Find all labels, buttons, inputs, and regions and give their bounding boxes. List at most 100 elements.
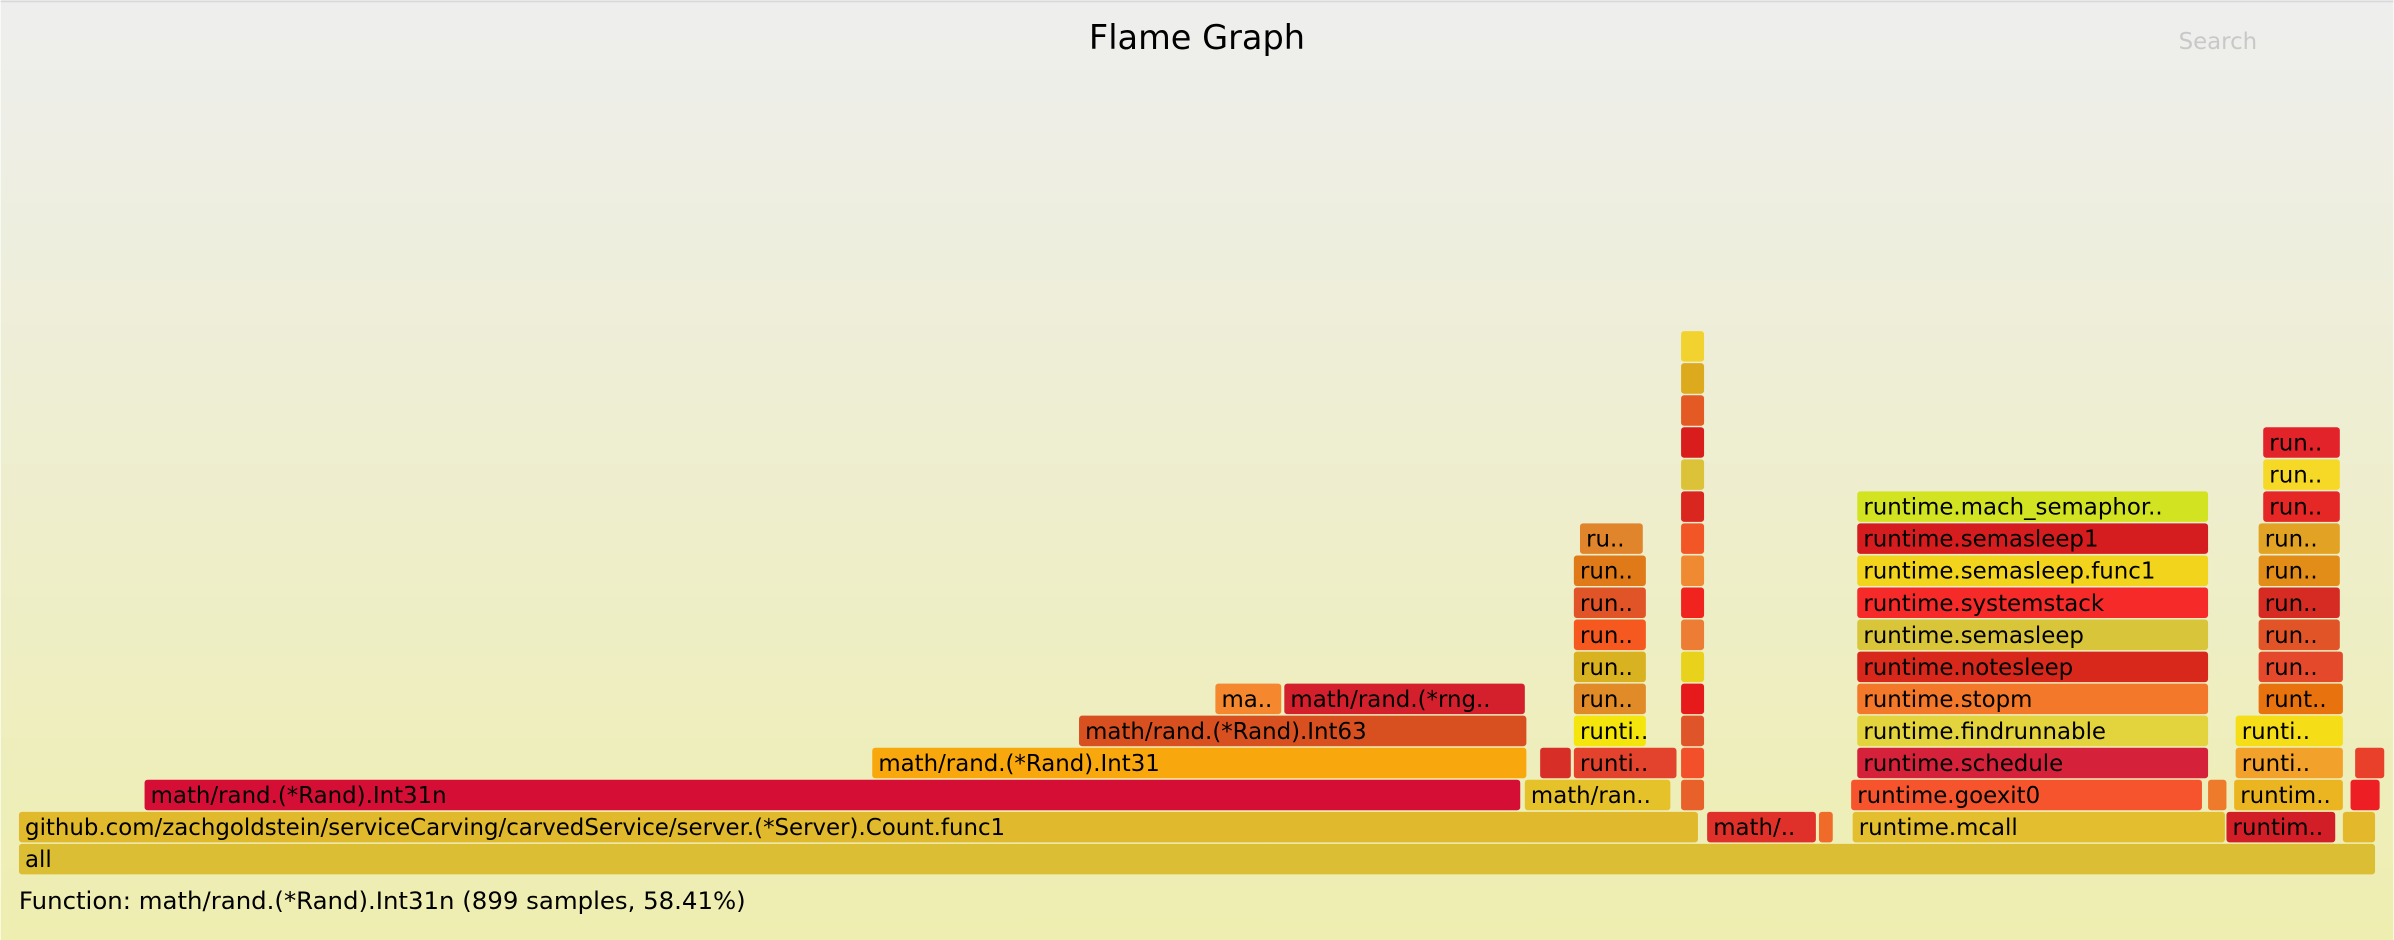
frame[interactable]	[1524, 779, 1671, 811]
frame[interactable]	[1857, 555, 2209, 586]
frame-label: runtime.systemstack	[1863, 591, 2105, 617]
frame[interactable]	[1857, 747, 2209, 779]
frame[interactable]	[872, 747, 1527, 779]
frame[interactable]	[1857, 587, 2209, 619]
frame[interactable]	[18, 811, 1698, 843]
frame-label: all	[25, 847, 52, 873]
frame[interactable]	[1681, 459, 1705, 490]
frame[interactable]	[1540, 747, 1571, 779]
frame[interactable]	[1573, 587, 1646, 619]
frame-label: runtime.goexit0	[1857, 783, 2040, 809]
frame-label: runtime.semasleep	[1863, 623, 2084, 649]
frame[interactable]	[1681, 683, 1705, 715]
frame[interactable]	[1681, 779, 1705, 811]
frame[interactable]	[1857, 491, 2209, 522]
frame-label: run..	[2265, 527, 2318, 553]
frame[interactable]	[1681, 619, 1705, 651]
frame[interactable]	[1851, 779, 2202, 811]
frame[interactable]	[1681, 747, 1705, 779]
frame[interactable]	[18, 843, 2376, 875]
frame[interactable]	[2226, 811, 2336, 843]
frame[interactable]	[2208, 779, 2227, 811]
frame-label: math/rand.(*Rand).Int63	[1085, 719, 1367, 745]
frame[interactable]	[1079, 715, 1527, 747]
frame-label: runtime.stopm	[1863, 687, 2032, 713]
frame[interactable]	[1573, 619, 1646, 651]
frame-label: run..	[1580, 591, 1633, 617]
frame-label: math/..	[1713, 815, 1795, 841]
frame[interactable]	[2355, 747, 2385, 779]
frame[interactable]	[1857, 683, 2209, 715]
frame-label: runt..	[2265, 687, 2327, 713]
frame[interactable]	[2258, 619, 2340, 651]
frame-label: run..	[1580, 623, 1633, 649]
frame[interactable]	[2258, 683, 2343, 715]
frame[interactable]	[1573, 747, 1677, 779]
frame-label: runtime.semasleep.func1	[1863, 559, 2155, 585]
frame-label: run..	[1580, 655, 1633, 681]
frame-label: ma..	[1221, 687, 1272, 713]
frame[interactable]	[2263, 491, 2340, 522]
frame[interactable]	[1579, 523, 1643, 554]
frame[interactable]	[1681, 715, 1705, 747]
frame-label: runtim..	[2240, 783, 2331, 809]
frame[interactable]	[1857, 619, 2209, 651]
frame[interactable]	[1681, 363, 1705, 394]
frame[interactable]	[1818, 811, 1833, 843]
frame[interactable]	[1681, 331, 1705, 362]
frame[interactable]	[1852, 811, 2225, 843]
frame-label: run..	[2265, 623, 2318, 649]
frame[interactable]	[2342, 811, 2376, 843]
frame-label: runtime.semasleep1	[1863, 527, 2098, 553]
frame-label: github.com/zachgoldstein/serviceCarving/…	[25, 815, 1005, 841]
frame[interactable]	[2258, 523, 2340, 554]
frame[interactable]	[1573, 651, 1646, 683]
frame[interactable]	[1573, 555, 1646, 586]
frame[interactable]	[1681, 555, 1705, 586]
frame[interactable]	[144, 779, 1521, 811]
frame[interactable]	[2235, 715, 2343, 747]
frame[interactable]	[2350, 779, 2380, 811]
frame[interactable]	[1573, 715, 1646, 747]
frame[interactable]	[1857, 651, 2209, 683]
frame-label: run..	[1580, 559, 1633, 585]
frame[interactable]	[2235, 747, 2343, 779]
frame[interactable]	[2258, 555, 2340, 586]
frame-label: run..	[2269, 495, 2322, 521]
frame[interactable]	[1707, 811, 1816, 843]
frame[interactable]	[1681, 651, 1705, 683]
frame-label: run..	[2269, 431, 2322, 457]
frame[interactable]	[1681, 523, 1705, 554]
details: Function: math/rand.(*Rand).Int31n (899 …	[19, 886, 746, 915]
frame-label: run..	[1580, 687, 1633, 713]
search-button[interactable]: Search	[2179, 29, 2258, 55]
frame[interactable]	[1681, 491, 1705, 522]
frame[interactable]	[1681, 427, 1705, 458]
frame-label: runti..	[1580, 719, 1648, 745]
frame[interactable]	[1857, 715, 2209, 747]
chart-title: Flame Graph	[1089, 18, 1305, 57]
frame-label: runtime.schedule	[1863, 751, 2063, 777]
frame-label: math/rand.(*Rand).Int31n	[151, 783, 447, 809]
frame[interactable]	[1215, 683, 1282, 715]
frame-label: runtime.notesleep	[1863, 655, 2073, 681]
frame[interactable]	[2234, 779, 2343, 811]
frame[interactable]	[1284, 683, 1525, 715]
frame[interactable]	[1573, 683, 1646, 715]
frame-label: math/rand.(*Rand).Int31	[878, 751, 1160, 777]
frame-label: runti..	[1580, 751, 1648, 777]
frame-label: runtim..	[2233, 815, 2324, 841]
frame[interactable]	[2258, 651, 2343, 683]
frame[interactable]	[2258, 587, 2340, 619]
frame-label: runti..	[2242, 751, 2310, 777]
frame-label: runtime.mach_semaphor..	[1863, 495, 2162, 521]
frame[interactable]	[2263, 427, 2340, 458]
frame[interactable]	[1681, 395, 1705, 426]
frame-label: runti..	[2242, 719, 2310, 745]
frame[interactable]	[1857, 523, 2209, 554]
frame[interactable]	[1681, 587, 1705, 619]
frame-label: run..	[2265, 591, 2318, 617]
frame-label: math/ran..	[1531, 783, 1651, 809]
frame[interactable]	[2263, 459, 2340, 490]
